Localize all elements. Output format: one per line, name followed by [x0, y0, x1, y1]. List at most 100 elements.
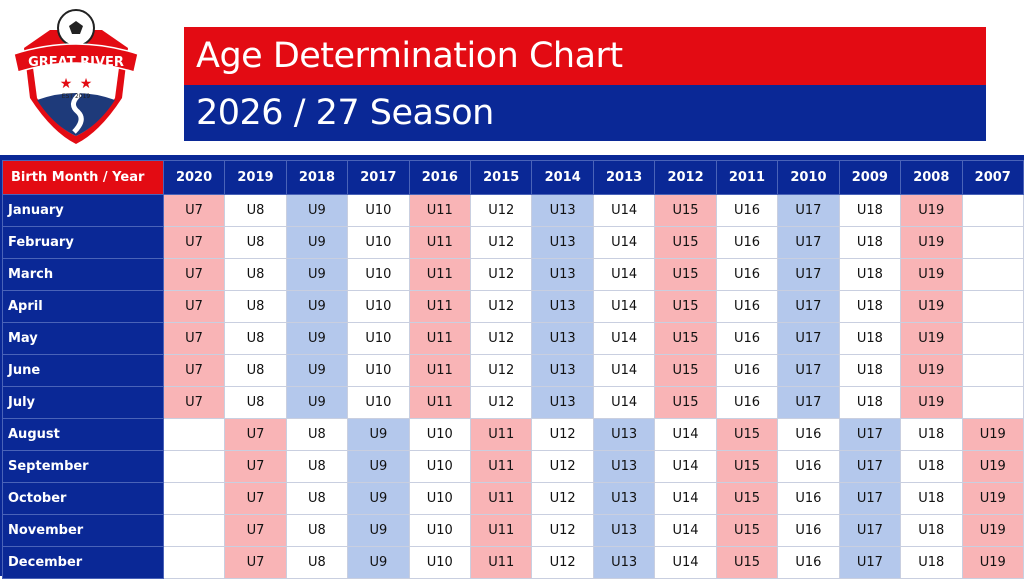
age-group-cell: U13 — [531, 258, 594, 291]
age-group-cell: U15 — [654, 258, 717, 291]
age-group-cell: U17 — [838, 482, 902, 515]
age-group-cell: U15 — [654, 322, 717, 355]
age-group-cell: U12 — [531, 514, 594, 547]
table-row: July U7 U8 U9 U10 U11 U12 U13 U14 U15 U16 U17 U18 U19 — [2, 386, 1024, 419]
age-group-cell: U18 — [900, 546, 963, 579]
age-group-cell: U15 — [715, 482, 779, 515]
age-group-cell: U10 — [347, 386, 410, 419]
age-group-cell: U7 — [162, 258, 226, 291]
age-group-cell: U18 — [900, 482, 963, 515]
age-group-cell: U13 — [592, 514, 656, 547]
age-group-cell: U16 — [715, 226, 779, 259]
age-group-cell: U13 — [531, 322, 594, 355]
age-group-cell: U14 — [592, 226, 656, 259]
age-group-cell: U9 — [285, 226, 349, 259]
age-group-cell: U8 — [224, 354, 287, 387]
age-group-cell: U9 — [347, 450, 410, 483]
age-group-cell: U12 — [531, 418, 594, 451]
age-group-cell: U7 — [162, 194, 226, 227]
table-row: January U7 U8 U9 U10 U11 U12 U13 U14 U15 U16 U17 U18… — [2, 194, 1024, 227]
svg-text:★: ★ — [80, 76, 93, 92]
age-group-cell: U11 — [408, 258, 472, 291]
table-row: March U7 U8 U9 U10 U11 U12 U13 U14 U15 U16 U17 U18 U1… — [2, 258, 1024, 291]
age-group-cell: U12 — [531, 546, 594, 579]
month-label: July — [2, 386, 164, 419]
age-group-cell: U14 — [654, 418, 717, 451]
age-group-cell: U10 — [408, 482, 472, 515]
age-group-cell: U14 — [654, 482, 717, 515]
year-header: 2015 — [469, 160, 533, 195]
age-group-cell: U7 — [162, 322, 226, 355]
age-group-cell: U9 — [285, 322, 349, 355]
month-label: March — [2, 258, 164, 291]
title-banner: Age Determination Chart — [184, 27, 986, 85]
age-group-cell — [162, 450, 226, 483]
age-group-cell: U18 — [838, 226, 902, 259]
corner-header: Birth Month / Year — [2, 160, 164, 195]
age-group-cell: U13 — [531, 354, 594, 387]
age-group-cell: U16 — [715, 290, 779, 323]
age-group-cell: U17 — [838, 546, 902, 579]
age-group-cell: U16 — [715, 194, 779, 227]
age-group-cell: U19 — [900, 386, 963, 419]
month-label: April — [2, 290, 164, 323]
age-group-cell: U13 — [531, 386, 594, 419]
great-river-logo: GREAT RIVER ★ ★ EST 2019 — [13, 9, 139, 144]
table-row: December U7 U8 U9 U10 U11 U12 U13 U14 U15 U16 U17 U1… — [2, 546, 1024, 579]
age-group-cell: U15 — [715, 514, 779, 547]
age-group-cell: U19 — [961, 418, 1024, 451]
age-group-cell: U8 — [224, 258, 287, 291]
age-group-cell: U11 — [408, 354, 472, 387]
age-group-cell: U11 — [469, 546, 533, 579]
age-group-cell: U12 — [531, 482, 594, 515]
age-group-cell: U15 — [715, 418, 779, 451]
age-group-cell: U19 — [900, 354, 963, 387]
age-group-cell: U10 — [408, 514, 472, 547]
age-group-cell: U11 — [408, 194, 472, 227]
year-header: 2007 — [961, 160, 1024, 195]
age-group-cell — [162, 418, 226, 451]
age-group-cell: U12 — [469, 322, 533, 355]
table-row: May U7 U8 U9 U10 U11 U12 U13 U14 U15 U16 U17 U18 U19 — [2, 322, 1024, 355]
age-group-cell: U15 — [654, 354, 717, 387]
age-group-cell: U18 — [900, 450, 963, 483]
age-group-cell: U18 — [838, 386, 902, 419]
age-group-cell — [961, 386, 1024, 419]
month-label: May — [2, 322, 164, 355]
age-group-cell: U11 — [408, 226, 472, 259]
age-group-cell: U12 — [469, 226, 533, 259]
age-group-cell: U16 — [715, 354, 779, 387]
age-group-cell: U18 — [838, 290, 902, 323]
age-group-cell: U19 — [900, 290, 963, 323]
age-group-cell: U9 — [285, 354, 349, 387]
age-group-cell: U10 — [347, 322, 410, 355]
age-group-cell: U9 — [347, 482, 410, 515]
age-group-cell: U9 — [347, 546, 410, 579]
table-row: June U7 U8 U9 U10 U11 U12 U13 U14 U15 U16 U17 U18 U19 — [2, 354, 1024, 387]
age-group-cell: U11 — [408, 322, 472, 355]
header-row: Birth Month / Year 2020 2019 2018 2017 2016 2… — [2, 160, 1024, 195]
age-group-cell: U14 — [592, 354, 656, 387]
age-group-cell: U17 — [777, 322, 840, 355]
age-group-cell: U19 — [900, 226, 963, 259]
age-group-cell: U11 — [408, 386, 472, 419]
age-group-cell: U7 — [224, 418, 287, 451]
year-header: 2013 — [592, 160, 656, 195]
year-header: 2008 — [900, 160, 963, 195]
season-subtitle: 2026 / 27 Season — [196, 93, 494, 133]
svg-text:★: ★ — [60, 76, 73, 92]
age-group-cell: U11 — [469, 482, 533, 515]
age-group-cell: U10 — [347, 258, 410, 291]
age-group-cell: U14 — [654, 546, 717, 579]
age-group-cell: U14 — [592, 194, 656, 227]
age-group-cell: U10 — [408, 450, 472, 483]
age-group-cell: U9 — [285, 386, 349, 419]
age-group-cell: U8 — [224, 290, 287, 323]
year-header: 2018 — [285, 160, 349, 195]
age-group-cell: U7 — [162, 290, 226, 323]
age-group-cell — [961, 194, 1024, 227]
age-group-cell: U7 — [224, 482, 287, 515]
age-chart-table-container: Birth Month / Year 2020 2019 2018 2017 2016 2… — [0, 155, 1024, 579]
year-header: 2012 — [654, 160, 717, 195]
age-group-cell: U19 — [961, 514, 1024, 547]
